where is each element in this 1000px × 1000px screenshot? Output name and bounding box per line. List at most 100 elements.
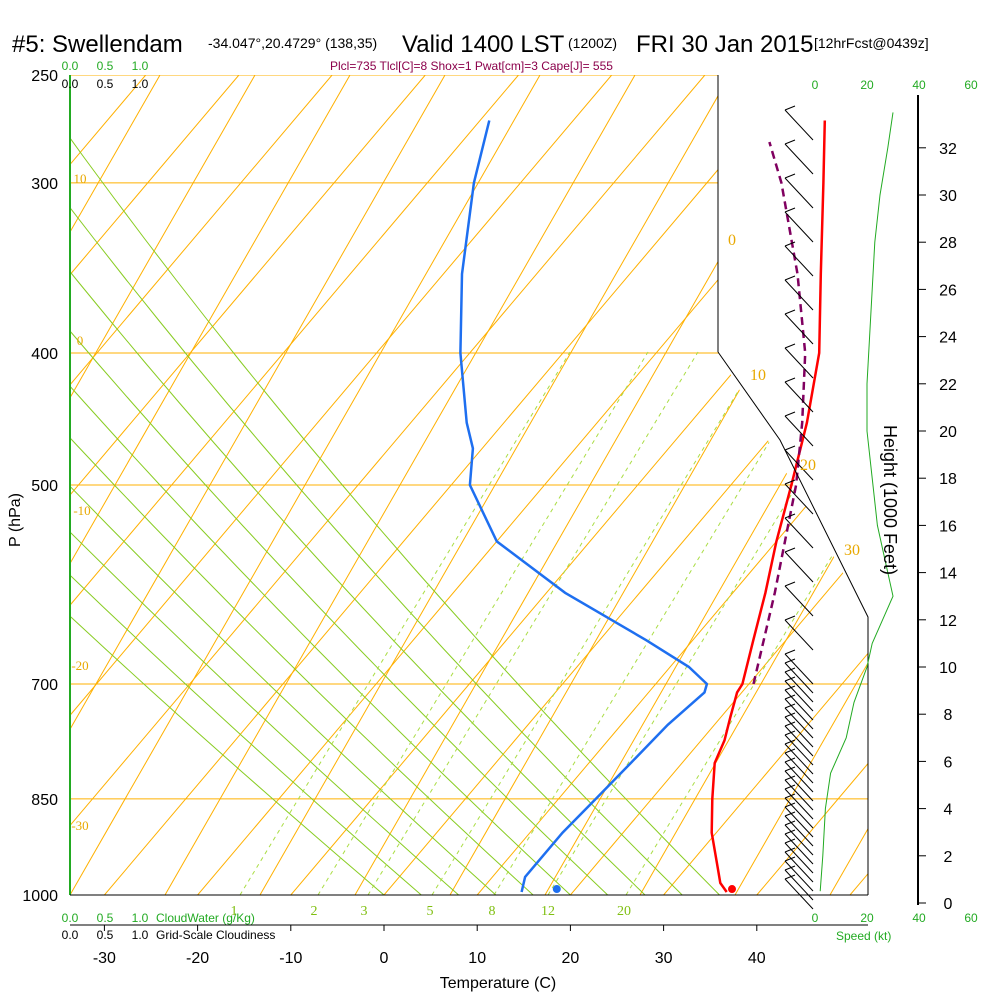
- wind-barb: [784, 381, 814, 413]
- height-tick-label: 18: [939, 471, 957, 488]
- wind-barb: [784, 716, 814, 748]
- cloudwater-label: CloudWater (g/Kg): [156, 911, 255, 925]
- forecast-date: FRI 30 Jan 2015: [636, 31, 813, 58]
- mixing-ratio-line: [239, 351, 571, 895]
- temperature-tick-label: 20: [562, 950, 580, 967]
- cloudwater-tick-label: 0.0: [62, 59, 79, 73]
- mixing-ratio-label: 2: [311, 904, 318, 919]
- dry-adiabat-label: 0: [77, 333, 84, 348]
- wind-barb: [784, 725, 814, 757]
- height-tick-label: 24: [939, 330, 957, 347]
- forecast-info: [12hrFcst@0439z]: [814, 35, 929, 51]
- isotherm-line: [70, 75, 519, 895]
- wind-barb: [784, 279, 814, 311]
- isotherm-label: 20: [800, 457, 816, 474]
- profile-lines: [459, 120, 827, 894]
- wind-barb: [784, 779, 814, 811]
- isotherm-line: [70, 75, 613, 895]
- wind-barb: [784, 513, 796, 519]
- isotherm-line: [70, 75, 240, 895]
- speed-tick-label: 60: [964, 78, 978, 92]
- isotherm-line: [70, 75, 426, 895]
- surface-dewpoint-dot: [552, 885, 561, 894]
- dry-adiabat-line: [259, 75, 731, 895]
- wind-barb: [784, 173, 796, 179]
- dry-adiabat-label: 10: [74, 171, 87, 186]
- dry-adiabat-line: [70, 75, 351, 895]
- temperature-tick-label: -30: [93, 950, 116, 967]
- dry-adiabat-line: [70, 75, 446, 895]
- height-tick-label: 32: [939, 141, 957, 158]
- wind-barb: [784, 734, 814, 766]
- pressure-tick-label: 1000: [22, 888, 58, 905]
- wind-barb: [784, 415, 814, 447]
- wind-barb: [784, 748, 796, 754]
- dry-adiabat-line: [70, 75, 541, 895]
- isotherm-line: [570, 75, 868, 895]
- wind-barb: [784, 878, 814, 910]
- wind-barb: [784, 820, 796, 826]
- moist-adiabat-line: [70, 75, 497, 895]
- surface-temperature-dot: [728, 885, 737, 894]
- wind-barb: [784, 241, 796, 247]
- pressure-tick-label: 400: [31, 346, 58, 363]
- mixing-ratio-label: 8: [489, 904, 496, 919]
- cloudwater-tick-label: 0.5: [97, 59, 114, 73]
- dry-adiabat-label: -20: [71, 658, 88, 673]
- wind-barb: [784, 793, 796, 799]
- dry-adiabat-line: [70, 75, 256, 895]
- wind-barb: [784, 770, 814, 802]
- height-tick-label: 22: [939, 377, 957, 394]
- wind-barb: [784, 869, 814, 901]
- dewpoint-line: [459, 120, 709, 893]
- moist-adiabat-line: [70, 75, 646, 895]
- cloudiness-tick-label: 0.0: [62, 928, 79, 942]
- wind-barb: [784, 377, 796, 383]
- mixing-ratio-label: 20: [617, 904, 631, 919]
- isotherm-label: 30: [844, 542, 860, 559]
- wind-barb: [784, 658, 796, 664]
- isotherm-line: [290, 75, 868, 895]
- speed-tick-label: 40: [912, 78, 926, 92]
- height-tick-label: 8: [944, 707, 953, 724]
- wind-barb: [784, 833, 814, 865]
- dry-adiabat-label: -30: [71, 818, 88, 833]
- pressure-axis-label: P (hPa): [7, 493, 24, 547]
- temperature-tick-label: 10: [468, 950, 486, 967]
- mixing-ratio-label: 3: [361, 904, 368, 919]
- height-tick-label: 14: [939, 566, 957, 583]
- wind-barb: [784, 309, 796, 315]
- temperature-tick-label: -20: [186, 950, 209, 967]
- wind-speed-profile: [819, 112, 894, 892]
- speed-tick-label: 20: [860, 911, 874, 925]
- wind-barb: [784, 788, 814, 820]
- wind-barb: [784, 143, 814, 175]
- wind-barb: [784, 802, 796, 808]
- wind-barb: [784, 806, 814, 838]
- temperature-tick-label: 0: [380, 950, 389, 967]
- cloudiness-tick-label: 0.0: [62, 77, 79, 91]
- cloudwater-tick-label: 1.0: [132, 59, 149, 73]
- wind-barb: [784, 551, 814, 583]
- wind-barb: [784, 766, 796, 772]
- wind-barb: [784, 757, 796, 763]
- wind-barb: [784, 694, 796, 700]
- wind-barb: [784, 721, 796, 727]
- cloudiness-tick-label: 0.5: [97, 77, 114, 91]
- speed-tick-label: 60: [964, 911, 978, 925]
- dry-adiabat-line: [544, 75, 868, 895]
- cloudwater-tick-label: 1.0: [132, 911, 149, 925]
- wind-barb: [784, 829, 796, 835]
- wind-barb: [784, 811, 796, 817]
- utc-time: (1200Z): [568, 35, 617, 51]
- wind-barb: [784, 860, 814, 892]
- pressure-tick-label: 500: [31, 478, 58, 495]
- wind-barb: [784, 211, 814, 243]
- wind-barb: [784, 752, 814, 784]
- cloudwater-tick-label: 0.5: [97, 911, 114, 925]
- height-tick-label: 4: [944, 802, 953, 819]
- moist-adiabat-line: [70, 75, 720, 895]
- height-tick-label: 2: [944, 849, 953, 866]
- wind-barb: [784, 585, 814, 617]
